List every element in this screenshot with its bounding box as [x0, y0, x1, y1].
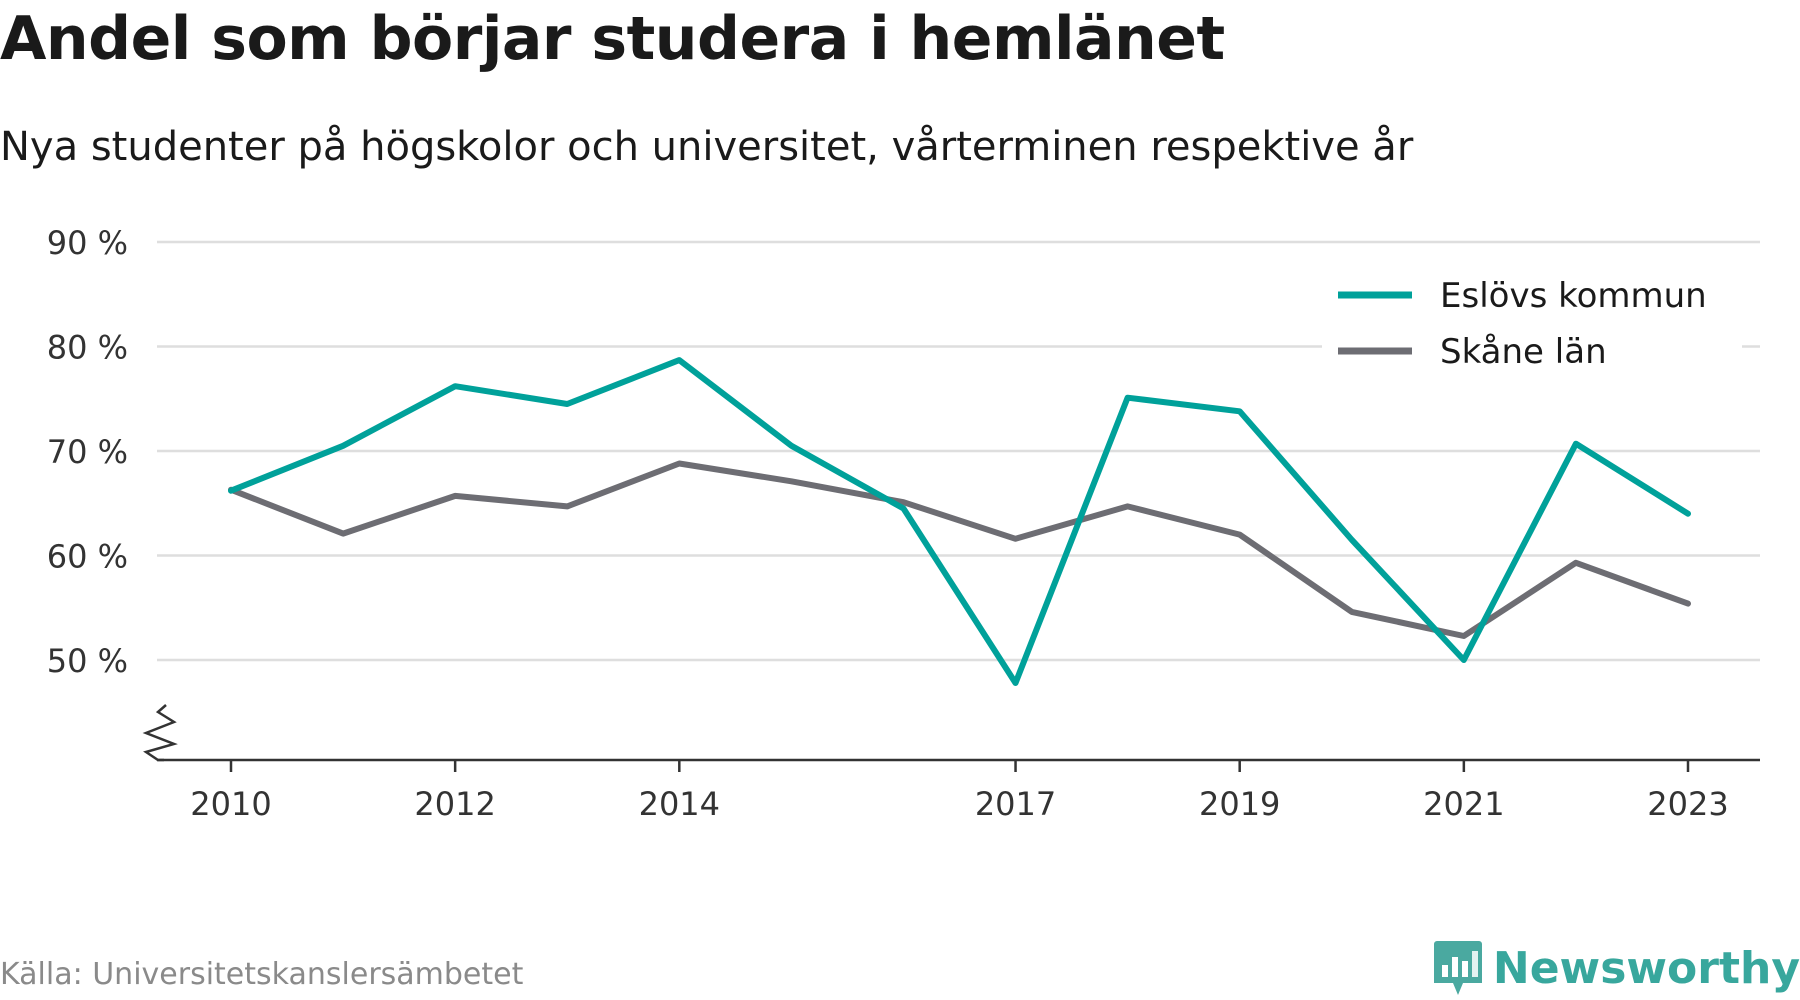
source-note: Källa: Universitetskanslersämbetet	[0, 957, 524, 992]
y-tick-label: 80 %	[47, 329, 128, 367]
x-tick-label: 2019	[1199, 785, 1280, 823]
y-tick-label: 50 %	[47, 642, 128, 680]
chart-subtitle: Nya studenter på högskolor och universit…	[0, 124, 1414, 170]
y-tick-label: 60 %	[47, 538, 128, 576]
x-tick-label: 2012	[414, 785, 495, 823]
x-tick-label: 2017	[975, 785, 1056, 823]
x-tick-label: 2014	[639, 785, 720, 823]
x-tick-label: 2010	[190, 785, 271, 823]
series-line-eslövs-kommun	[228, 357, 1691, 686]
legend-label: Eslövs kommun	[1440, 276, 1707, 316]
series-line-skåne-län	[228, 460, 1691, 639]
series-lines	[228, 357, 1691, 686]
newsworthy-logo-icon	[1433, 941, 1482, 995]
x-axis: 2010 2012 2014 2017 2019 2021 2023	[142, 704, 1760, 823]
y-axis-tick-labels: 50 % 60 % 70 % 80 % 90 %	[47, 224, 128, 680]
y-tick-label: 70 %	[47, 433, 128, 471]
legend: Eslövs kommun Skåne län	[1322, 262, 1742, 372]
x-tick-label: 2021	[1423, 785, 1504, 823]
brand-logo[interactable]: Newsworthy	[1433, 936, 1800, 1000]
x-tick-label: 2023	[1647, 785, 1728, 823]
axis-break-symbol	[142, 704, 178, 762]
legend-label: Skåne län	[1440, 332, 1607, 372]
line-chart: 50 %60 %70 %80 %90 % 2010 2012 2014 2017 201…	[47, 224, 1760, 823]
chart-title: Andel som börjar studera i hemlänet	[0, 4, 1225, 74]
y-tick-label: 90 %	[47, 224, 128, 262]
brand-name: Newsworthy	[1492, 942, 1800, 994]
